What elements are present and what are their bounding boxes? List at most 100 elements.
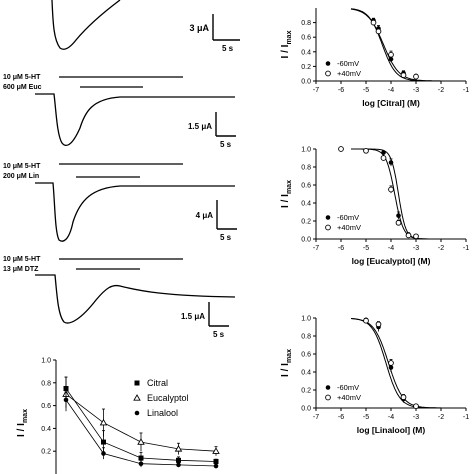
current-trace bbox=[35, 274, 236, 324]
data-point bbox=[99, 418, 108, 426]
y-tick-label: 1.0 bbox=[41, 358, 51, 365]
panel-f-chart: 0.2 0.4 0.6 0.8 1.0 I / Imax Citral Eucalyptol L… bbox=[16, 358, 220, 474]
data-point bbox=[400, 72, 407, 79]
legend-entry--60mV: -60mV bbox=[337, 383, 359, 392]
scalebar-x-label: 5 s bbox=[213, 330, 225, 339]
y-axis-label: I / Imax bbox=[16, 409, 29, 437]
y-axis-label: I / Imax bbox=[280, 349, 293, 377]
legend-entry-+40mV: +40mV bbox=[337, 69, 361, 78]
application-label-5ht: 10 μM 5-HT bbox=[3, 163, 41, 170]
data-point bbox=[137, 438, 145, 445]
y-tick-label: 0.0 bbox=[301, 237, 311, 244]
eucalyptol-dose-response-chart: -7 -6 -5 -4 -3 -2 -1 0.0 0.2 0.4 0.6 0.8 1.0 log [Euc… bbox=[280, 146, 469, 266]
data-point bbox=[325, 394, 331, 401]
y-tick-label: 0.8 bbox=[301, 165, 311, 172]
data-point bbox=[176, 462, 181, 468]
x-axis-label: log [Citral] (M) bbox=[362, 98, 420, 108]
data-point bbox=[363, 147, 369, 154]
data-point bbox=[138, 455, 144, 461]
x-tick-label: -5 bbox=[363, 245, 369, 252]
data-point bbox=[174, 445, 183, 452]
data-point bbox=[396, 213, 401, 218]
trace-panel-4: 10 μM 5-HT 13 μM DTZ 1.5 μA 5 s bbox=[3, 256, 236, 339]
data-point bbox=[213, 463, 219, 469]
x-tick-label: -1 bbox=[463, 414, 469, 421]
x-tick-label: -4 bbox=[388, 414, 394, 421]
data-point bbox=[101, 439, 106, 445]
legend-entry--60mV: -60mV bbox=[337, 213, 359, 222]
x-tick-label: -7 bbox=[313, 245, 319, 252]
scalebar-x-label: 5 s bbox=[220, 140, 232, 149]
x-axis-label: log [Eucalyptol] (M) bbox=[352, 256, 431, 266]
data-point bbox=[413, 233, 419, 240]
data-point bbox=[138, 461, 144, 467]
x-tick-label: -6 bbox=[338, 87, 344, 94]
scalebar-y-label: 1.5 μA bbox=[188, 122, 212, 131]
y-tick-label: 0.6 bbox=[301, 183, 311, 190]
trace-panel-1: 3 μA 5 s bbox=[51, 0, 240, 53]
y-tick-label: 1.0 bbox=[301, 316, 311, 323]
y-tick-label: 0.8 bbox=[301, 334, 311, 341]
y-tick-label: 0.4 bbox=[41, 426, 51, 433]
data-point bbox=[338, 146, 344, 152]
legend-entry-Linalool: Linalool bbox=[147, 408, 178, 418]
x-tick-label: -7 bbox=[313, 87, 319, 94]
data-point bbox=[413, 73, 419, 80]
current-trace bbox=[51, 0, 121, 50]
data-point bbox=[381, 150, 386, 155]
data-point bbox=[325, 215, 331, 220]
x-tick-label: -4 bbox=[388, 87, 394, 94]
data-point bbox=[325, 61, 331, 66]
scalebar-y-label: 3 μA bbox=[189, 23, 209, 33]
y-tick-label: 0.8 bbox=[301, 20, 311, 27]
y-tick-label: 0.4 bbox=[301, 49, 311, 56]
x-tick-label: -4 bbox=[388, 245, 394, 252]
y-tick-label: 0.6 bbox=[301, 35, 311, 42]
data-point bbox=[213, 458, 219, 464]
linalool-dose-response-chart: -7 -6 -5 -4 -3 -2 -1 0.0 0.2 0.4 0.6 0.8 1.0 log [Lin… bbox=[280, 316, 469, 436]
application-label-drug: 13 μM DTZ bbox=[3, 266, 39, 273]
y-tick-label: 0.4 bbox=[301, 370, 311, 377]
x-tick-label: -6 bbox=[338, 414, 344, 421]
fit-curve--60mV bbox=[351, 148, 441, 240]
data-point bbox=[101, 451, 106, 456]
data-point bbox=[388, 56, 394, 62]
trace-panel-2: 10 μM 5-HT 600 μM Euc 1.5 μA 5 s bbox=[3, 74, 236, 149]
y-tick-label: 1.0 bbox=[301, 147, 311, 154]
x-tick-label: -6 bbox=[338, 245, 344, 252]
data-point bbox=[388, 51, 394, 58]
x-tick-label: -7 bbox=[313, 414, 319, 421]
legend-entry--60mV: -60mV bbox=[337, 59, 359, 68]
data-point bbox=[405, 232, 412, 239]
x-tick-label: -3 bbox=[413, 87, 419, 94]
citral-dose-response-chart: -7 -6 -5 -4 -3 -2 -1 0.0 0.2 0.4 0.6 0.8 log [Citral… bbox=[280, 8, 469, 108]
y-tick-label: 0.6 bbox=[301, 352, 311, 359]
y-axis-label-subscript: max bbox=[286, 180, 293, 194]
fit-curve-+40mV bbox=[350, 8, 442, 82]
data-point bbox=[134, 380, 140, 386]
data-point bbox=[134, 410, 140, 416]
x-tick-label: -3 bbox=[413, 245, 419, 252]
y-tick-label: 0.0 bbox=[301, 79, 311, 86]
data-point bbox=[400, 394, 407, 401]
x-tick-label: -2 bbox=[438, 87, 444, 94]
data-point bbox=[63, 397, 69, 403]
y-axis-label-subscript: max bbox=[286, 30, 293, 44]
current-trace bbox=[35, 93, 235, 146]
data-point bbox=[325, 385, 331, 390]
application-label-drug: 600 μM Euc bbox=[3, 84, 42, 91]
data-point bbox=[325, 70, 331, 77]
application-label-5ht: 10 μM 5-HT bbox=[3, 74, 41, 81]
y-axis-label-subscript: max bbox=[22, 409, 29, 423]
y-tick-label: 0.8 bbox=[41, 380, 51, 387]
data-point bbox=[388, 360, 394, 366]
y-tick-label: 0.2 bbox=[301, 219, 311, 226]
data-point bbox=[325, 224, 331, 231]
x-tick-label: -3 bbox=[413, 414, 419, 421]
fit-curve-+40mV bbox=[351, 148, 441, 240]
y-axis-label-subscript: max bbox=[286, 349, 293, 363]
legend-entry-Eucalyptol: Eucalyptol bbox=[147, 393, 189, 403]
data-point bbox=[212, 447, 220, 454]
x-tick-label: -2 bbox=[438, 245, 444, 252]
